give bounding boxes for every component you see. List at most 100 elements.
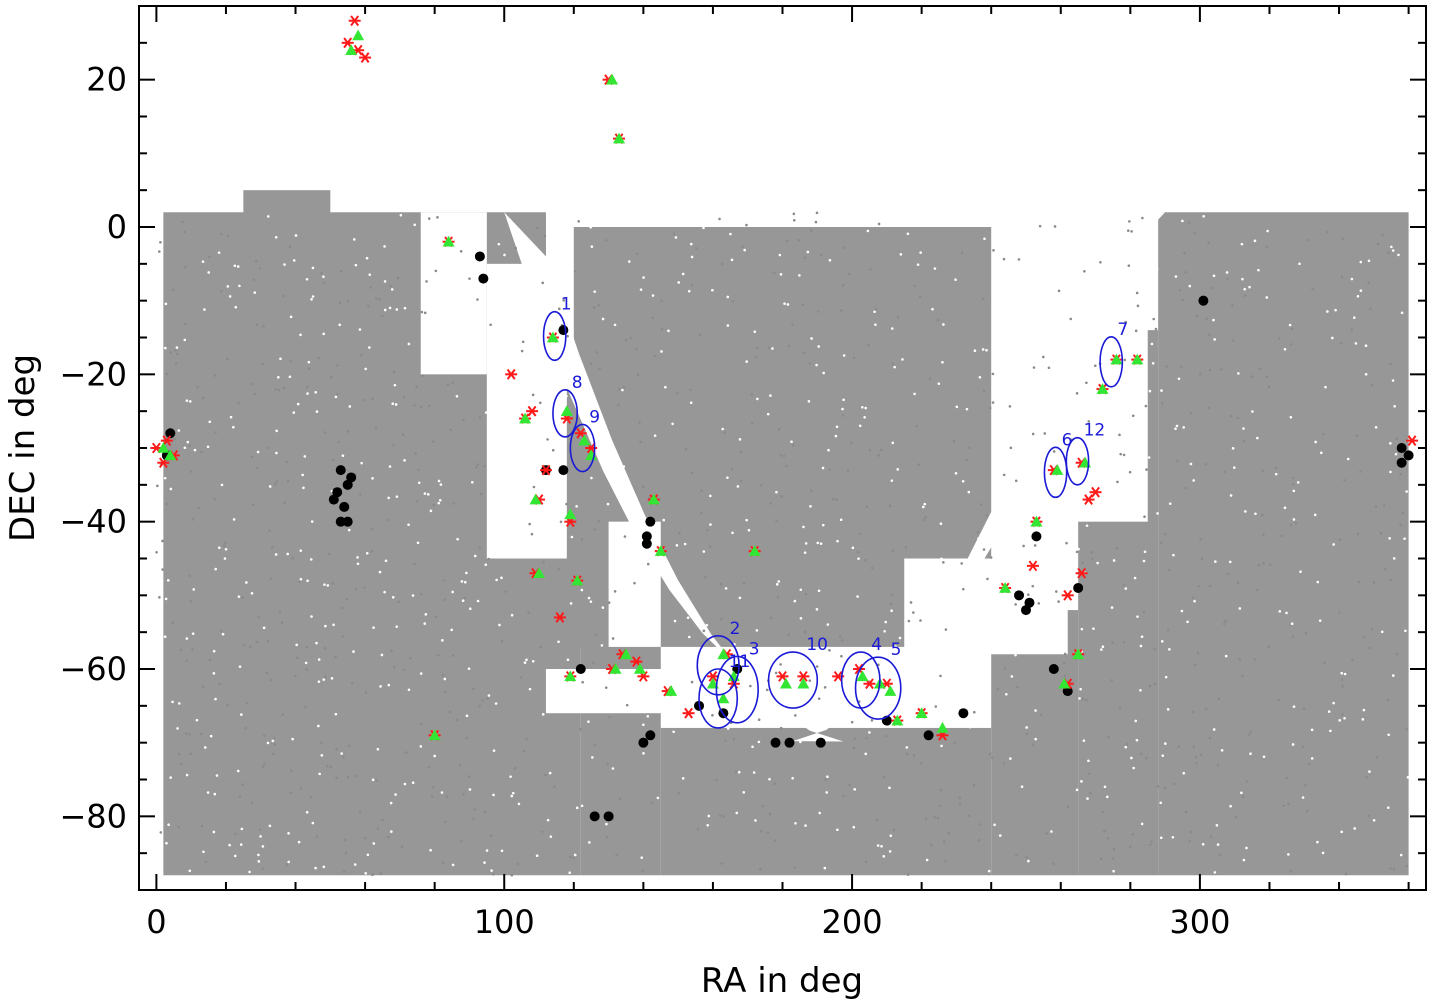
background-speckle <box>1088 245 1091 249</box>
background-speckle <box>432 786 435 789</box>
background-speckle <box>1387 733 1390 737</box>
black-point <box>603 811 614 822</box>
background-speckle <box>1131 414 1135 418</box>
background-speckle <box>374 427 378 430</box>
background-speckle <box>1168 648 1171 651</box>
background-speckle <box>1375 756 1379 759</box>
red-star <box>1075 567 1088 579</box>
background-speckle <box>190 470 193 473</box>
background-speckle <box>1222 622 1226 626</box>
black-points-series <box>161 251 1414 822</box>
background-speckle <box>511 325 514 328</box>
background-speckle <box>224 541 227 545</box>
background-speckle <box>236 769 240 773</box>
background-speckle <box>587 720 590 723</box>
background-speckle <box>1381 233 1384 237</box>
background-speckle <box>985 542 989 546</box>
background-speckle <box>695 247 698 250</box>
background-speckle <box>301 473 304 477</box>
background-speckle <box>961 587 965 591</box>
background-speckle <box>820 253 823 257</box>
background-speckle <box>489 834 493 837</box>
background-speckle <box>289 359 292 363</box>
background-speckle <box>424 613 428 616</box>
background-speckle <box>731 300 735 303</box>
background-speckle <box>1124 745 1128 749</box>
background-speckle <box>968 725 972 729</box>
background-speckle <box>304 705 307 709</box>
region-label-10: 10 <box>806 635 828 655</box>
background-speckle <box>604 686 608 689</box>
background-speckle <box>864 860 868 864</box>
background-speckle <box>248 870 251 874</box>
background-speckle <box>960 562 963 565</box>
background-speckle <box>450 628 453 632</box>
background-speckle <box>371 778 375 782</box>
background-speckle <box>323 431 327 434</box>
background-speckle <box>478 704 481 708</box>
background-speckle <box>292 259 296 262</box>
background-speckle <box>1400 311 1404 315</box>
background-speckle <box>835 425 839 429</box>
background-speckle <box>635 252 639 256</box>
background-speckle <box>1027 571 1030 574</box>
background-speckle <box>460 840 463 843</box>
background-speckle <box>358 493 362 496</box>
background-speckle <box>615 853 618 857</box>
green-triangle <box>856 670 869 682</box>
background-speckle <box>839 518 843 522</box>
background-speckle <box>265 671 269 675</box>
green-triangle <box>164 449 177 461</box>
background-speckle <box>320 271 323 275</box>
background-speckle <box>1045 832 1048 835</box>
background-speckle <box>326 584 330 587</box>
background-speckle <box>738 596 742 600</box>
red-star <box>539 464 552 476</box>
region-circle-5 <box>854 656 902 720</box>
background-speckle <box>771 347 774 350</box>
background-speckle <box>1199 537 1202 541</box>
background-speckle <box>441 861 445 864</box>
background-speckle <box>1160 402 1164 405</box>
background-speckle <box>1111 641 1114 644</box>
background-speckle <box>317 680 321 683</box>
background-speckle <box>905 752 909 756</box>
background-speckle <box>407 523 410 527</box>
background-speckle <box>880 692 884 696</box>
background-speckle <box>1031 432 1035 436</box>
background-speckle <box>882 855 886 858</box>
background-speckle <box>605 239 608 242</box>
background-speckle <box>686 616 690 619</box>
background-speckle <box>370 549 374 553</box>
background-speckle <box>831 649 835 653</box>
background-speckle <box>1142 559 1146 563</box>
background-speckle <box>442 579 445 582</box>
background-speckle <box>1289 415 1293 419</box>
background-speckle <box>847 272 851 276</box>
background-speckle <box>158 738 162 742</box>
background-speckle <box>779 453 783 457</box>
background-speckle <box>523 661 527 664</box>
background-speckle <box>557 640 560 644</box>
green-triangle <box>748 545 761 556</box>
background-speckle <box>803 551 807 554</box>
background-speckle <box>1289 523 1293 527</box>
background-speckle <box>1391 674 1395 677</box>
background-speckle <box>1225 271 1229 274</box>
background-speckle <box>615 530 618 533</box>
background-speckle <box>289 769 293 772</box>
background-speckle <box>1159 836 1163 840</box>
background-speckle <box>345 598 349 601</box>
background-speckle <box>287 832 290 835</box>
background-speckle <box>857 557 860 560</box>
background-speckle <box>1192 745 1196 749</box>
background-speckle <box>1014 653 1017 657</box>
background-speckle <box>718 217 721 221</box>
background-speckle <box>591 661 595 664</box>
background-speckle <box>1368 646 1372 650</box>
background-speckle <box>494 702 498 705</box>
background-speckle <box>1101 810 1105 814</box>
background-speckle <box>1344 872 1348 876</box>
background-speckle <box>468 255 472 258</box>
background-speckle <box>476 298 479 301</box>
